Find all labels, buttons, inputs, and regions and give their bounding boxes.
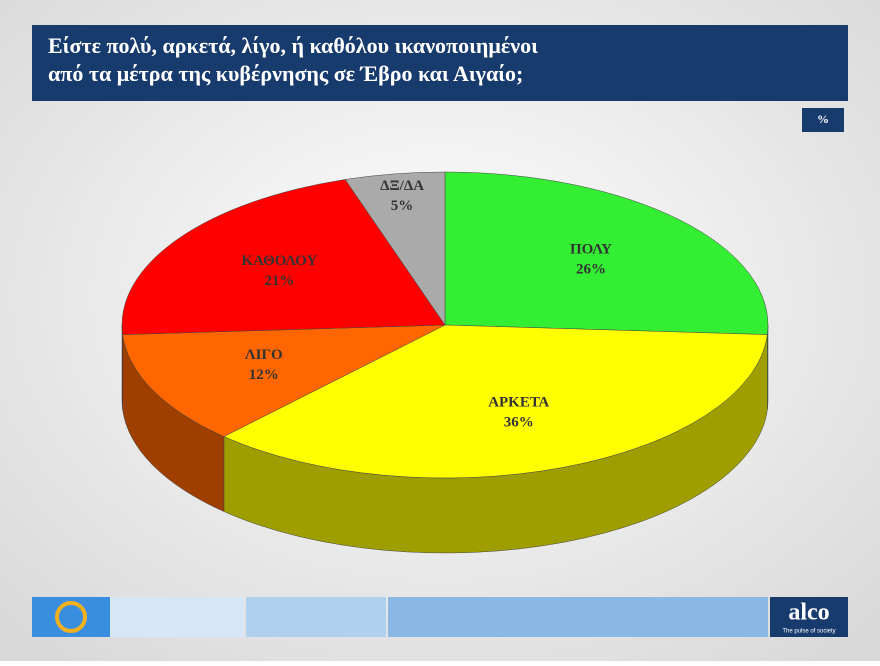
value-label: 36% xyxy=(504,415,534,431)
footer-bar xyxy=(388,597,768,637)
slice xyxy=(121,179,446,335)
title-line: από τα μέτρα της κυβέρνησης σε Έβρο και … xyxy=(48,61,523,86)
slice-label: ΛΙΓΟ xyxy=(245,347,283,363)
footer-bar xyxy=(110,597,244,637)
footer-logo-ring xyxy=(55,601,87,633)
slice-side xyxy=(121,324,123,410)
pie: ΠΟΛΥ 26% ΑΡΚΕΤΑ 36% ΛΙΓΟ 12% ΚΑΘΟΛΟΥ 21% ΔΞ/ΔΑ 5% xyxy=(121,171,769,554)
slice xyxy=(444,171,769,335)
title-line: Είστε πολύ, αρκετά, λίγο, ή καθόλου ικαν… xyxy=(48,33,538,58)
unit-label: % xyxy=(817,112,829,126)
brand: alco xyxy=(788,600,829,626)
brand-box xyxy=(770,597,848,637)
slice-label: ΔΞ/ΔΑ xyxy=(380,178,424,194)
unit-box xyxy=(802,108,844,132)
slice xyxy=(344,171,446,326)
value-label: 5% xyxy=(391,198,414,214)
footer-bar xyxy=(246,597,386,637)
slice-label: ΠΟΛΥ xyxy=(570,242,612,258)
slice-label: ΑΡΚΕΤΑ xyxy=(488,395,549,411)
slice-label: ΚΑΘΟΛΟΥ xyxy=(241,253,317,269)
slice xyxy=(122,324,446,437)
value-label: 21% xyxy=(264,273,294,289)
value-label: 12% xyxy=(249,367,279,383)
slice xyxy=(223,324,768,479)
title-bar xyxy=(32,25,848,101)
value-label: 26% xyxy=(576,262,606,278)
tagline: The pulse of society xyxy=(782,629,835,635)
